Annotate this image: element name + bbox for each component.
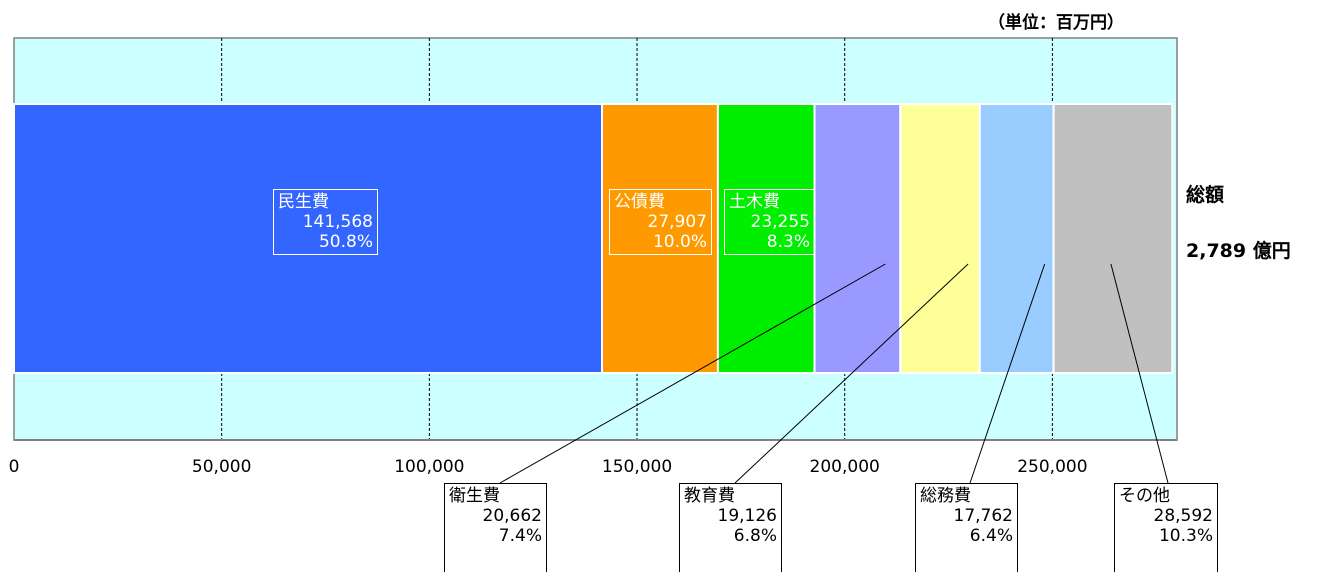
x-tick-label: 100,000	[394, 457, 464, 477]
bar-segment	[978, 103, 1055, 374]
label-soumu-value: 17,762	[953, 506, 1013, 526]
label-sonota-name: その他	[1119, 486, 1170, 506]
label-minsei-name: 民生費	[278, 192, 329, 212]
label-kyouiku-name: 教育費	[684, 486, 735, 506]
label-kousai-name: 公債費	[614, 192, 665, 212]
label-sonota: その他 28,592 10.3%	[1114, 483, 1218, 572]
unit-label: （単位：百万円）	[988, 13, 1124, 33]
label-eisei: 衛生費 20,662 7.4%	[444, 483, 547, 572]
label-doboku: 土木費 23,255 8.3%	[724, 189, 815, 255]
label-kousai-percent: 10.0%	[652, 232, 707, 252]
label-sonota-value: 28,592	[1153, 506, 1213, 526]
x-tick-label: 200,000	[810, 457, 880, 477]
leader-lines	[499, 263, 1169, 484]
leader-line	[734, 263, 969, 484]
label-kousai: 公債費 27,907 10.0%	[609, 189, 712, 255]
x-tick-label: 0	[9, 457, 20, 477]
label-sonota-percent: 10.3%	[1158, 526, 1213, 546]
total-label: 総額	[1186, 184, 1225, 206]
leader-line	[969, 263, 1046, 484]
bar-segment	[813, 103, 902, 374]
label-minsei-percent: 50.8%	[318, 232, 373, 252]
bar-segment	[899, 103, 981, 374]
label-soumu: 総務費 17,762 6.4%	[915, 483, 1018, 572]
bar-segment	[1052, 103, 1174, 374]
label-doboku-value: 23,255	[750, 212, 810, 232]
x-tick-label: 150,000	[602, 457, 672, 477]
leader-line	[499, 263, 886, 484]
x-tick-label: 50,000	[192, 457, 251, 477]
label-soumu-name: 総務費	[920, 486, 971, 506]
x-tick-label: 250,000	[1017, 457, 1087, 477]
label-eisei-name: 衛生費	[449, 486, 500, 506]
bar-segment	[716, 103, 816, 374]
label-soumu-percent: 6.4%	[969, 526, 1013, 546]
bar-segment	[601, 103, 719, 374]
stacked-bar	[13, 103, 1174, 374]
x-axis-ticks: 0 50,000 100,000 150,000 200,000 250,000	[9, 457, 1088, 477]
label-minsei: 民生費 141,568 50.8%	[273, 189, 378, 255]
label-kyouiku: 教育費 19,126 6.8%	[679, 483, 782, 572]
total-value: 2,789 億円	[1186, 240, 1291, 262]
label-kyouiku-value: 19,126	[717, 506, 777, 526]
label-kousai-value: 27,907	[647, 212, 707, 232]
label-doboku-name: 土木費	[729, 192, 780, 212]
label-kyouiku-percent: 6.8%	[733, 526, 777, 546]
bar-segment	[13, 103, 604, 374]
label-eisei-value: 20,662	[482, 506, 542, 526]
label-eisei-percent: 7.4%	[498, 526, 542, 546]
label-minsei-value: 141,568	[302, 212, 373, 232]
label-doboku-percent: 8.3%	[766, 232, 810, 252]
leader-line	[1110, 263, 1169, 484]
